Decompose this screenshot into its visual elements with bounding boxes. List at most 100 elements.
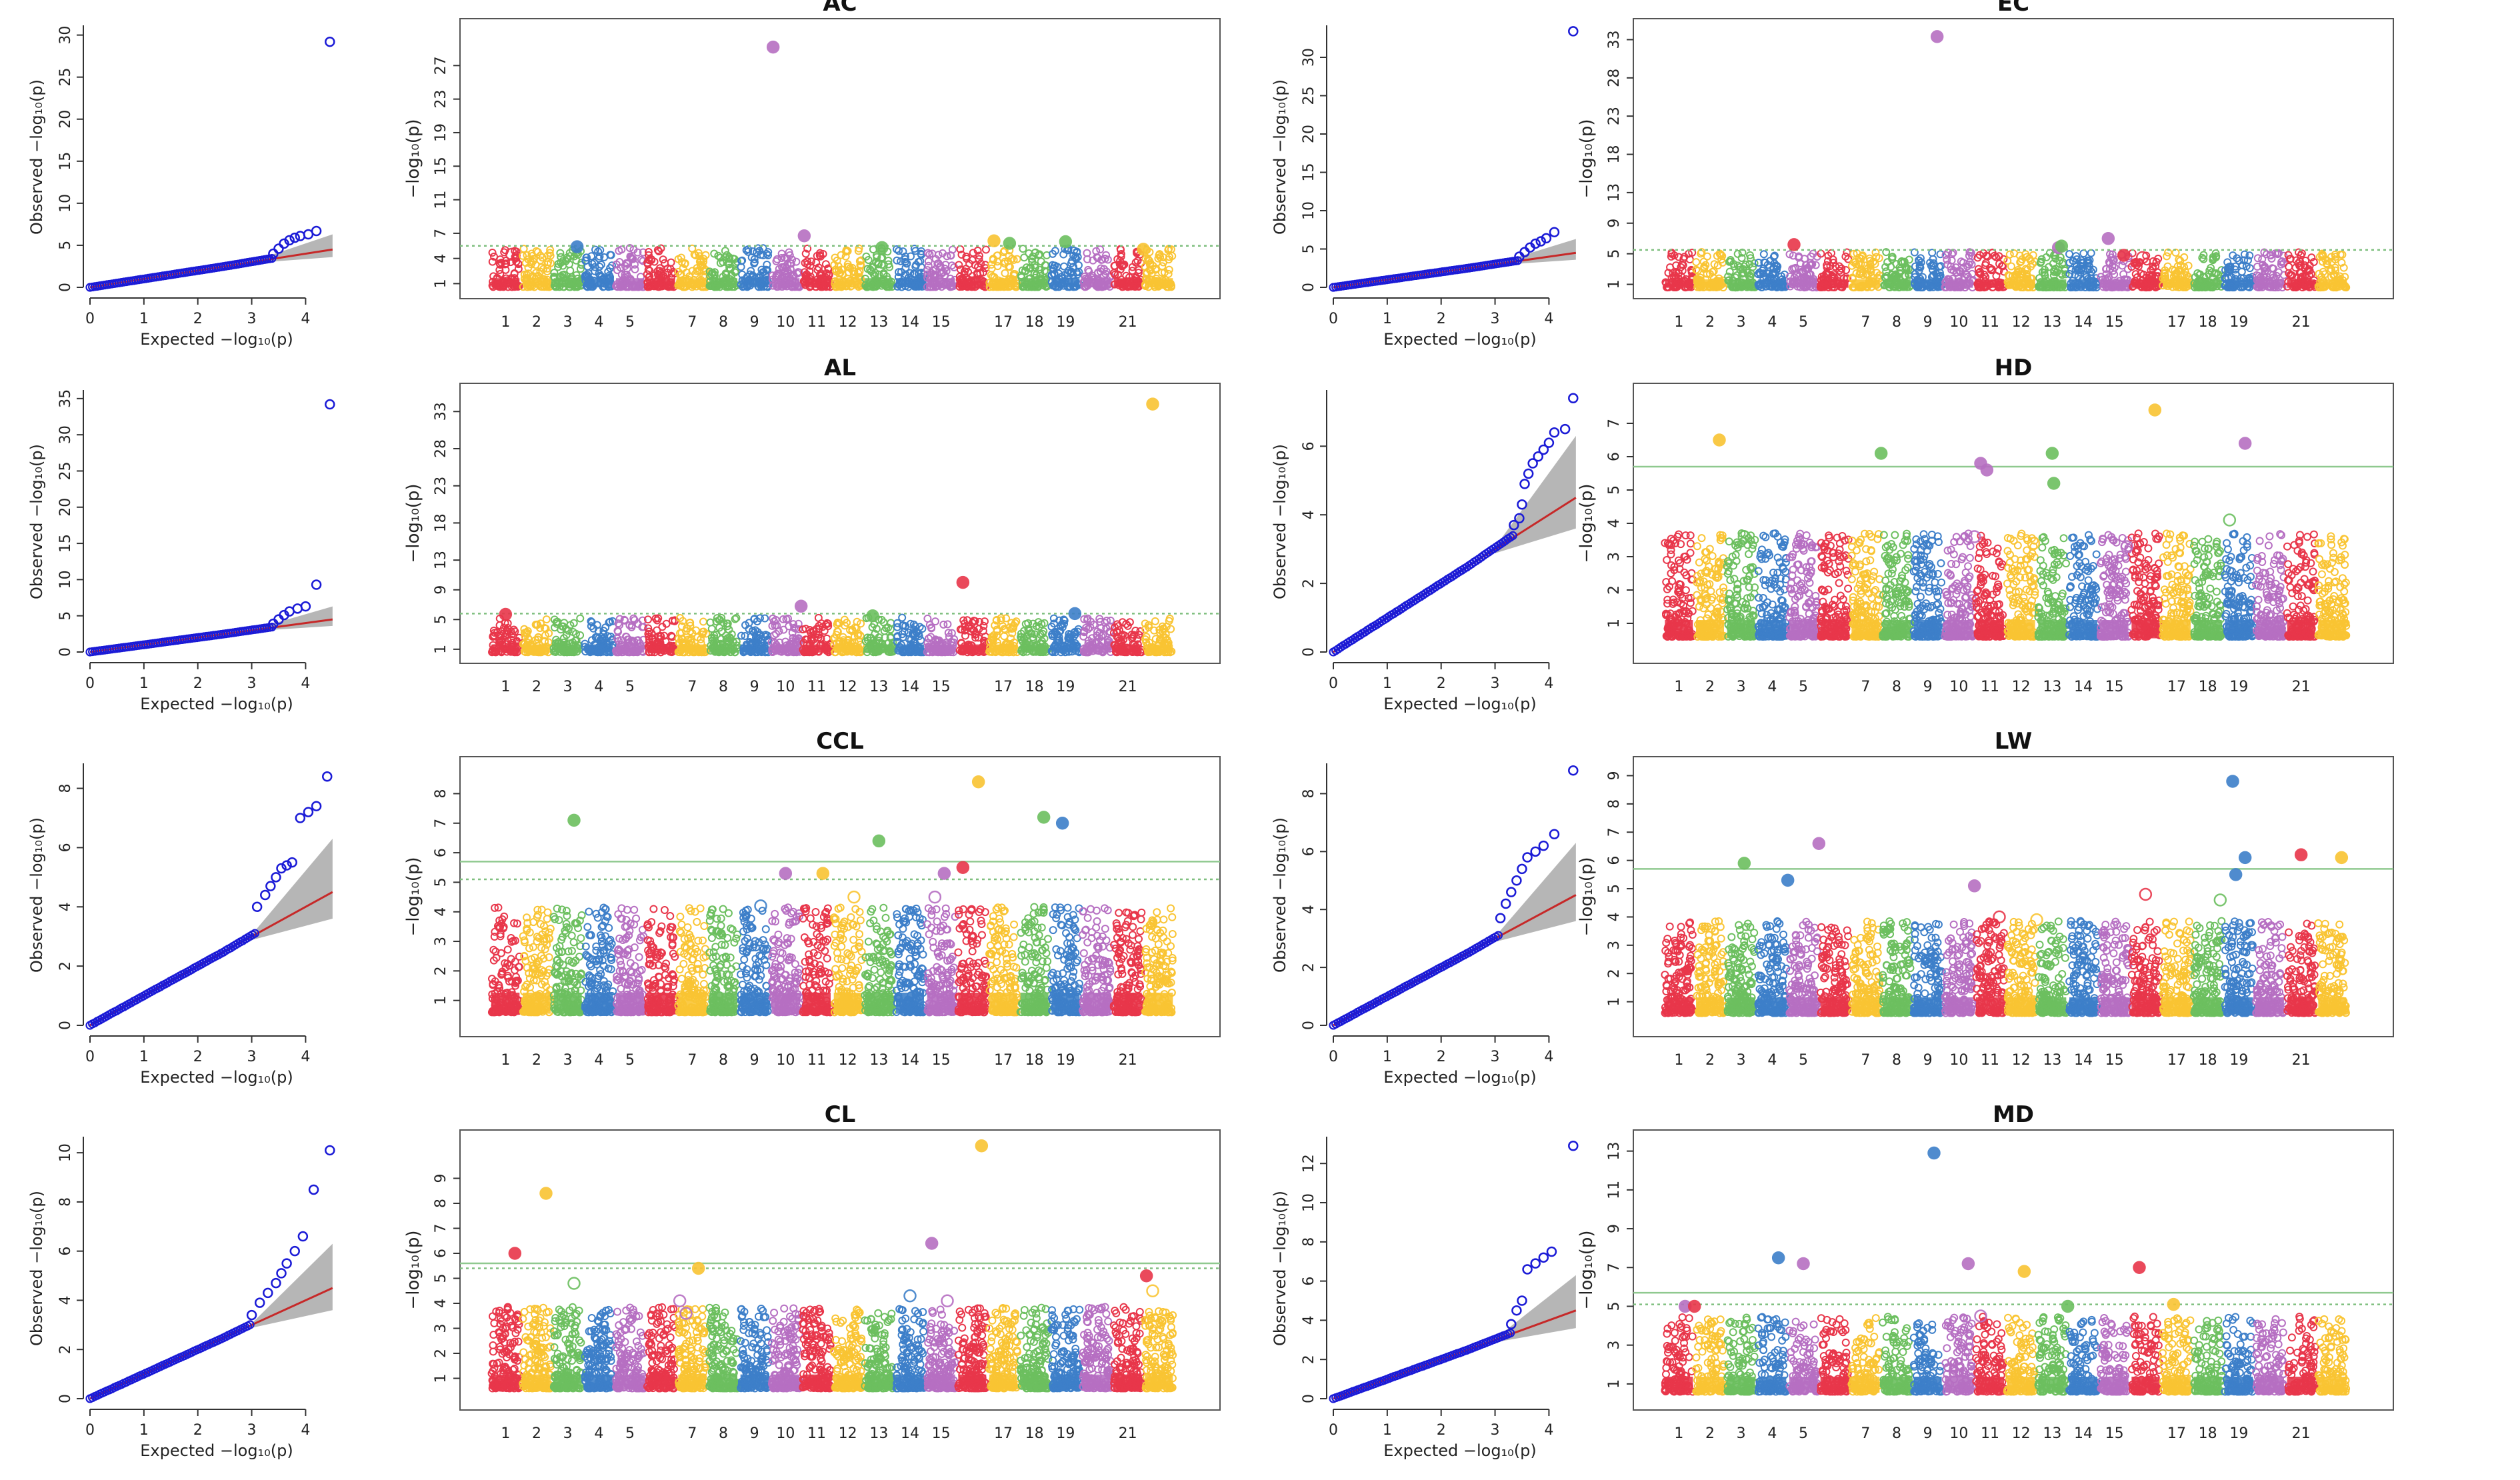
manhattan-snp (706, 272, 715, 281)
chromosome-label: 5 (625, 679, 635, 695)
manhattan-y-tick-label: 9 (1606, 219, 1623, 228)
manhattan-snp (2118, 261, 2127, 270)
manhattan-snp (587, 277, 595, 285)
manhattan-snp (710, 249, 719, 258)
manhattan-snp (524, 255, 533, 264)
manhattan-snp (653, 277, 662, 285)
manhattan-snp (924, 261, 933, 270)
manhattan-snp (754, 282, 763, 291)
chromosome-label: 19 (1056, 679, 1075, 695)
manhattan-snp (817, 274, 825, 283)
manhattan-snp (750, 258, 759, 267)
chromosome-label: 14 (901, 314, 919, 331)
chromosome-label: 7 (1861, 314, 1870, 331)
chromosome-label: 10 (776, 679, 795, 695)
manhattan-snp (501, 265, 510, 274)
qq-point (311, 579, 322, 590)
manhattan-snp (536, 267, 545, 276)
manhattan-snp (526, 283, 535, 291)
manhattan-snp (923, 614, 932, 623)
chromosome-label: 4 (1767, 314, 1777, 331)
manhattan-snp (755, 247, 764, 255)
manhattan-snp (803, 244, 812, 253)
manhattan-title: AL (824, 355, 856, 381)
manhattan-snp (2285, 263, 2293, 271)
qq-point (289, 232, 300, 243)
qq-y-tick-label: 35 (57, 389, 74, 408)
chromosome-label: 11 (1981, 314, 1999, 331)
qq-y-tick-label: 10 (57, 194, 74, 213)
chromosome-label: 13 (2043, 314, 2061, 331)
manhattan-snp (587, 252, 596, 261)
chromosome-label: 2 (532, 314, 541, 331)
manhattan-snp (583, 283, 592, 291)
manhattan-snp (785, 251, 794, 259)
manhattan-snp (699, 617, 707, 626)
manhattan-snp (763, 249, 771, 258)
qq-x-tick-label: 0 (85, 311, 95, 327)
manhattan-snp (792, 257, 801, 266)
qq-point (325, 399, 335, 410)
manhattan-snp (644, 265, 653, 274)
chromosome-label: 15 (932, 314, 951, 331)
manhattan-snp (723, 283, 732, 291)
chromosome-label: 12 (839, 314, 857, 331)
manhattan-snp (681, 259, 689, 267)
manhattan-snp (600, 279, 609, 288)
manhattan-y-tick-label: 1 (433, 645, 449, 654)
qq-y-tick-label: 25 (57, 461, 74, 480)
manhattan-snp (637, 273, 645, 281)
manhattan-snp (1692, 258, 1701, 267)
manhattan-snp (669, 267, 678, 276)
manhattan-snp (812, 258, 821, 267)
qq-x-tick-label: 3 (247, 675, 257, 692)
manhattan-snp (488, 257, 497, 266)
manhattan-snp (747, 267, 755, 275)
manhattan-snp (510, 269, 519, 277)
manhattan-y-tick-label: 13 (433, 551, 449, 569)
manhattan-snp (1733, 249, 1742, 258)
manhattan-snp (606, 264, 615, 273)
manhattan-snp (618, 278, 627, 287)
manhattan-snp (803, 257, 811, 265)
manhattan-y-tick-label: 23 (433, 90, 449, 109)
manhattan-snp (773, 283, 781, 291)
qq-y-tick-label: 5 (57, 611, 74, 621)
chromosome-label: 9 (750, 314, 759, 331)
manhattan-snp (1060, 262, 1069, 271)
manhattan-peak-snp (1787, 238, 1801, 251)
manhattan-snp (623, 260, 632, 269)
manhattan-snp (564, 279, 573, 287)
manhattan-snp (499, 282, 508, 291)
qq-point (311, 225, 322, 237)
manhattan-snp (612, 260, 621, 269)
manhattan-y-tick-label: 9 (433, 585, 449, 595)
chromosome-label: 9 (1923, 314, 1933, 331)
manhattan-snp (550, 274, 559, 283)
chromosome-label: 17 (994, 314, 1013, 331)
manhattan-snp (748, 271, 757, 279)
chromosome-label: 2 (1705, 314, 1715, 331)
manhattan-snp (631, 265, 639, 274)
manhattan-y-tick-label: 28 (1606, 69, 1623, 87)
chromosome-label: 3 (563, 679, 573, 695)
manhattan-snp (778, 283, 787, 291)
chromosome-label: 11 (807, 314, 826, 331)
manhattan-y-tick-label: 33 (433, 402, 449, 421)
manhattan-snp (716, 259, 725, 267)
manhattan-snp (750, 255, 759, 263)
manhattan-snp (590, 259, 599, 267)
manhattan-snp (713, 282, 721, 291)
chromosome-label: 7 (687, 679, 697, 695)
qq-x-tick-label: 2 (193, 311, 203, 327)
manhattan-snp (675, 278, 684, 287)
qq-y-tick-label: 5 (57, 241, 74, 250)
manhattan-snp (581, 257, 590, 265)
manhattan-snp (545, 249, 554, 257)
manhattan-snp (572, 271, 581, 279)
manhattan-y-tick-label: 23 (433, 477, 449, 495)
manhattan-snp (2005, 250, 2014, 259)
qq-x-tick-label: 1 (1383, 311, 1392, 327)
manhattan-snp (489, 272, 498, 281)
